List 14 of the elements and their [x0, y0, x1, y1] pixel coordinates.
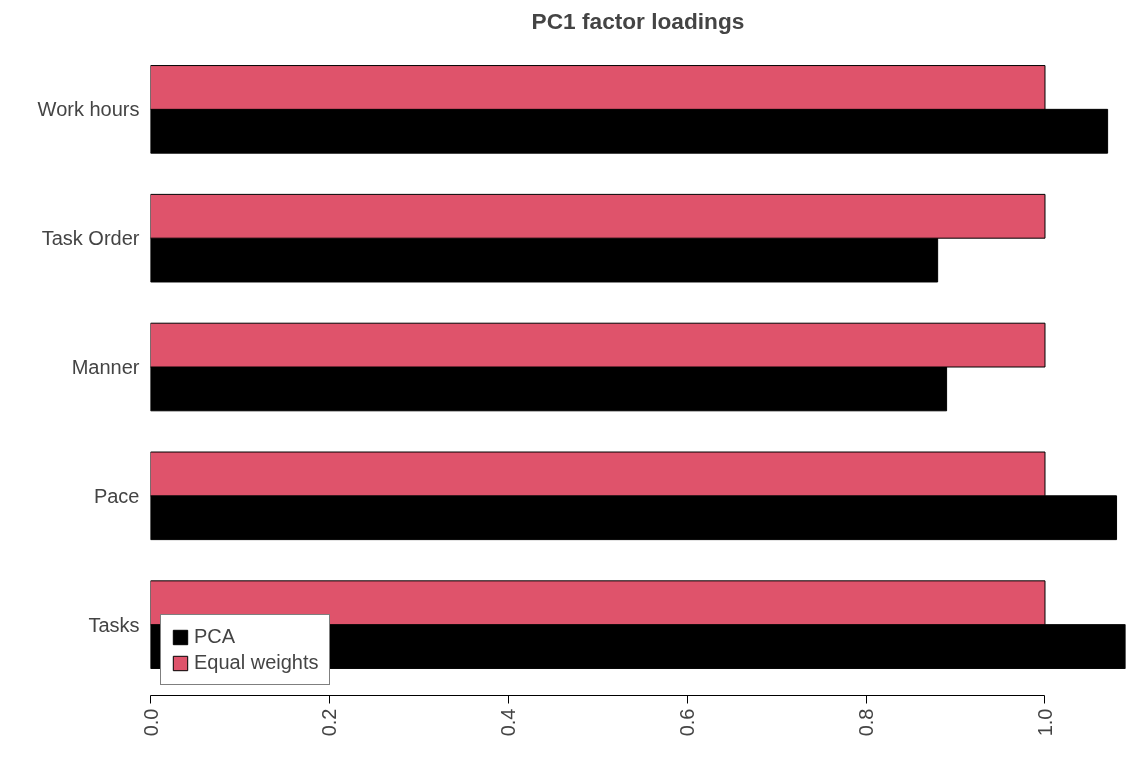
x-tick-label: 0.6	[676, 708, 699, 737]
legend-label: PCA	[194, 625, 236, 648]
legend-label: Equal weights	[194, 651, 319, 674]
y-tick-label: Task Order	[41, 227, 140, 250]
y-tick-label: Pace	[93, 484, 140, 507]
x-tick-label: 0.8	[855, 708, 878, 737]
x-tick-label: 0.0	[139, 708, 162, 737]
y-tick-label: Work hours	[37, 98, 140, 121]
x-tick-label: 1.0	[1034, 708, 1056, 737]
y-tick-label: Manner	[71, 356, 140, 378]
chart-title: PC1 factor loadings	[531, 7, 745, 34]
x-tick-label: 0.4	[497, 708, 520, 737]
y-tick-label: Tasks	[88, 613, 140, 636]
x-tick-label: 0.2	[318, 708, 341, 737]
